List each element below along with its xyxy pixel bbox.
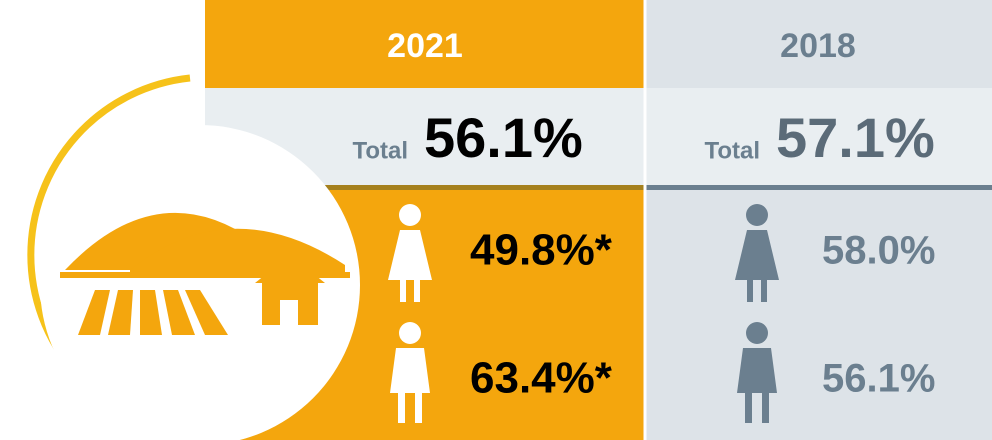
body-2018 <box>645 190 992 440</box>
total-value: 57.1% <box>776 106 935 169</box>
divider-2018 <box>645 185 992 190</box>
male-value: 56.1% <box>822 357 935 401</box>
total-label: Total <box>352 137 408 164</box>
infographic: 2021 2018 Total 56.1% Total 57.1% 49.8%*… <box>0 0 992 440</box>
year: 2021 <box>387 27 463 65</box>
year: 2018 <box>780 27 856 65</box>
house-door <box>280 300 298 325</box>
female-value: 58.0% <box>822 229 935 273</box>
male-value: 63.4%* <box>470 354 613 403</box>
total-label: Total <box>704 137 760 164</box>
total-value: 56.1% <box>424 106 583 169</box>
female-value: 49.8%* <box>470 226 613 275</box>
